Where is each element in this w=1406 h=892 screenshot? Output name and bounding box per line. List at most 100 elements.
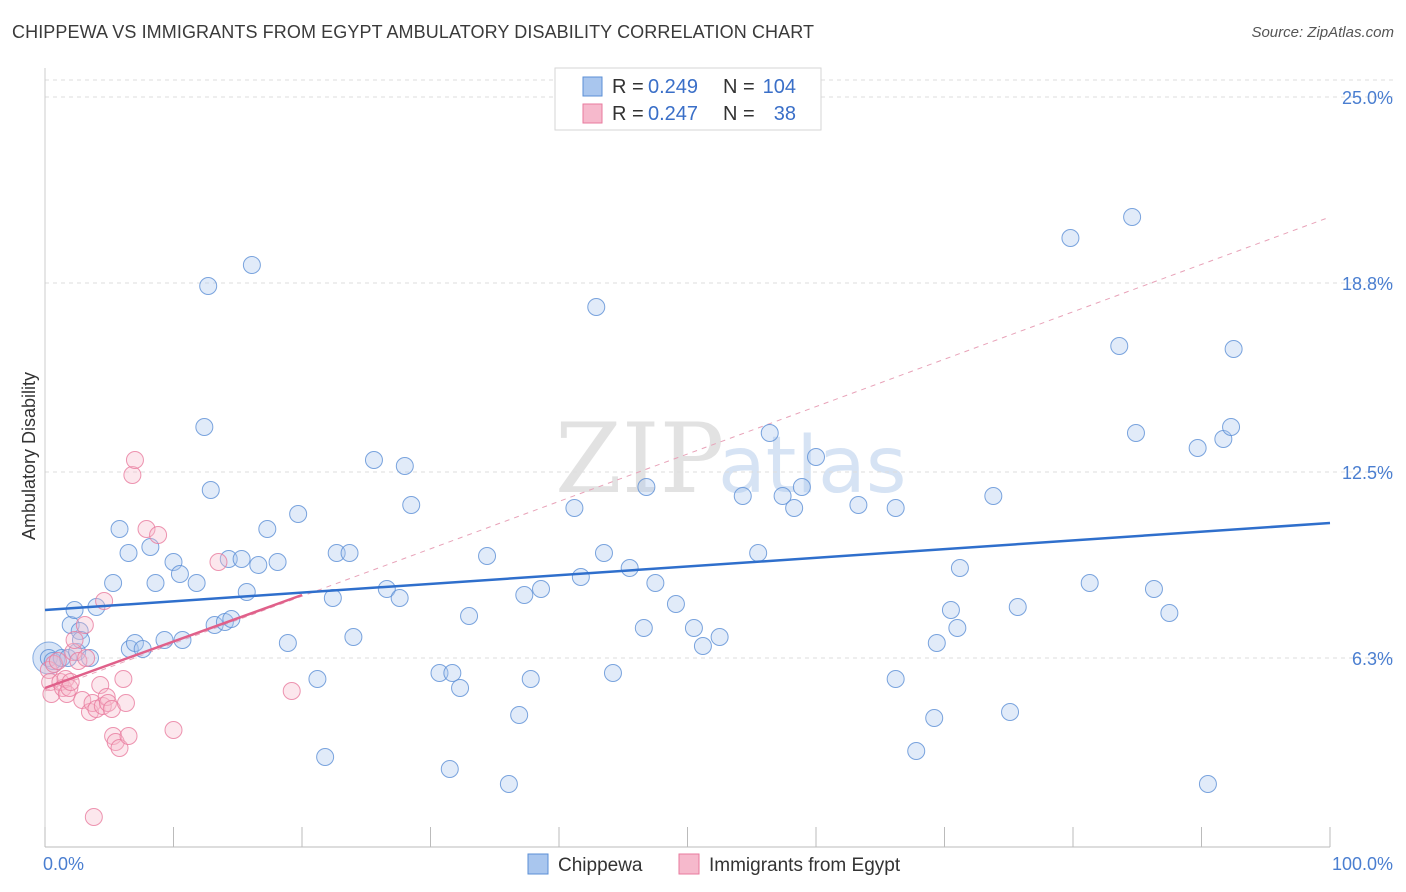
point-chippewa-13 [119,544,138,562]
point-chippewa-77 [773,487,792,505]
point-chippewa-26 [201,481,220,499]
point-chippewa-99 [1160,604,1179,622]
point-chippewa-23 [187,574,206,592]
watermark-atlas: atlas [718,421,907,511]
trend-lines [44,216,1331,692]
point-chippewa-9 [80,649,99,667]
tick-labels: 6.3% 12.5% 18.8% 25.0% 0.0% 100.0% [43,88,1393,874]
point-chippewa-50 [430,664,449,682]
point-chippewa-5 [65,601,84,619]
bottom-legend-swatch-egypt [678,853,700,875]
point-egypt-31 [116,694,135,712]
point-chippewa-64 [594,544,613,562]
y-tick-label-3: 25.0% [1342,88,1393,108]
point-chippewa-82 [886,670,905,688]
point-chippewa-4 [61,616,80,634]
point-chippewa-79 [792,478,811,496]
point-chippewa-65 [603,664,622,682]
point-egypt-36 [149,526,168,544]
point-chippewa-94 [1080,574,1099,592]
point-chippewa-35 [258,520,277,538]
point-chippewa-58 [515,586,534,604]
bottom-legend-label-chippewa: Chippewa [558,855,643,876]
point-egypt-37 [164,721,183,739]
point-egypt-34 [125,451,144,469]
point-egypt-16 [77,649,96,667]
point-chippewa-42 [327,544,346,562]
point-chippewa-75 [749,544,768,562]
point-egypt-39 [282,682,301,700]
y-axis-label: Ambulatory Disability [19,372,39,540]
point-egypt-12 [65,631,84,649]
chart-title: CHIPPEWA VS IMMIGRANTS FROM EGYPT AMBULA… [12,22,815,42]
source-label: Source: ZipAtlas.com [1251,24,1394,41]
point-chippewa-43 [340,544,359,562]
point-egypt-38 [209,553,228,571]
axes [44,68,1331,848]
point-chippewa-24 [195,418,214,436]
point-chippewa-29 [219,550,238,568]
point-chippewa-88 [948,619,967,637]
point-chippewa-71 [684,619,703,637]
point-chippewa-98 [1144,580,1163,598]
point-chippewa-69 [646,574,665,592]
point-chippewa-103 [1222,418,1241,436]
legend-n-label-1: N = [723,76,755,98]
point-egypt-19 [84,808,103,826]
point-chippewa-73 [710,628,729,646]
point-chippewa-101 [1198,775,1217,793]
point-chippewa-63 [587,298,606,316]
point-chippewa-31 [232,550,251,568]
point-chippewa-49 [402,496,421,514]
point-chippewa-97 [1126,424,1145,442]
point-chippewa-55 [478,547,497,565]
legend-n-label-2: N = [723,103,755,125]
point-chippewa-34 [249,556,268,574]
point-egypt-4 [48,652,67,670]
point-chippewa-70 [666,595,685,613]
point-chippewa-44 [344,628,363,646]
point-chippewa-68 [637,478,656,496]
point-chippewa-76 [760,424,779,442]
y-tick-label-0: 6.3% [1352,649,1393,669]
point-chippewa-86 [927,634,946,652]
point-chippewa-39 [308,670,327,688]
point-chippewa-18 [146,574,165,592]
x-tick-label-1: 100.0% [1332,854,1393,874]
diagonal-reference-line [44,216,1331,692]
point-chippewa-59 [521,670,540,688]
point-egypt-24 [97,688,116,706]
bottom-legend-label-egypt: Immigrants from Egypt [709,855,901,876]
legend-r-label-2: R = [612,103,644,125]
point-chippewa-52 [443,664,462,682]
point-chippewa-62 [571,568,590,586]
y-tick-label-1: 12.5% [1342,463,1393,483]
point-chippewa-60 [532,580,551,598]
point-chippewa-47 [390,589,409,607]
legend-n-value-1: 104 [763,76,796,98]
point-chippewa-84 [907,742,926,760]
point-chippewa-95 [1110,337,1129,355]
legend-r-value-2: 0.247 [648,103,698,125]
point-chippewa-45 [364,451,383,469]
trend-line-chippewa [44,521,1331,612]
point-chippewa-25 [199,277,218,295]
point-egypt-33 [123,466,142,484]
point-chippewa-92 [1008,598,1027,616]
legend-swatch-egypt [582,103,603,124]
point-chippewa-12 [110,520,129,538]
point-chippewa-78 [785,499,804,517]
point-chippewa-11 [104,574,123,592]
point-chippewa-74 [733,487,752,505]
x-tick-label-0: 0.0% [43,854,84,874]
point-chippewa-37 [278,634,297,652]
point-chippewa-93 [1061,229,1080,247]
point-chippewa-51 [440,760,459,778]
point-chippewa-21 [170,565,189,583]
point-chippewa-48 [395,457,414,475]
point-chippewa-83 [886,499,905,517]
point-chippewa-57 [510,706,529,724]
bottom-legend-swatch-chippewa [527,853,549,875]
point-chippewa-54 [460,607,479,625]
point-chippewa-38 [289,505,308,523]
